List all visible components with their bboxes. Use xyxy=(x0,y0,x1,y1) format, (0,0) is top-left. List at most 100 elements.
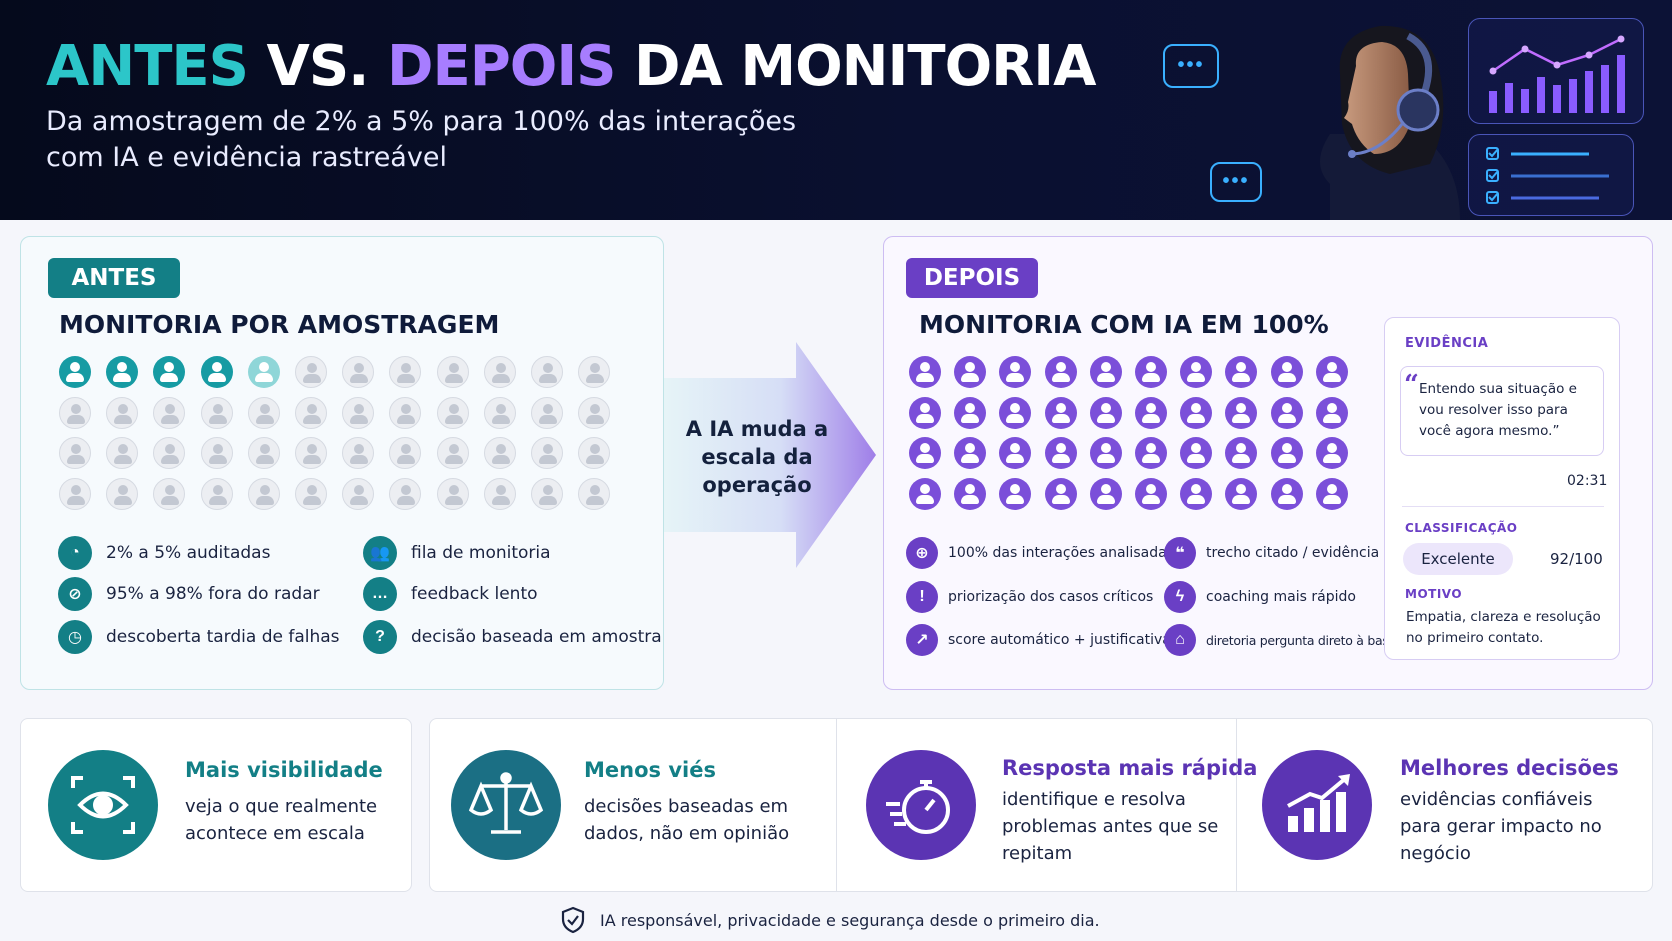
checklist-icon xyxy=(1468,134,1634,216)
title-rest: DA MONITORIA xyxy=(634,34,1096,99)
shield-check-icon xyxy=(561,906,585,934)
person-icon xyxy=(389,477,422,510)
depois-bullet: ! priorização dos casos críticos xyxy=(906,581,1153,613)
person-icon xyxy=(999,477,1032,510)
person-icon xyxy=(1044,356,1077,388)
bar-chart-icon xyxy=(1468,18,1644,124)
person-icon xyxy=(1270,477,1303,510)
depois-bullet-text: 100% das interações analisadas xyxy=(948,545,1174,561)
divider xyxy=(836,719,837,891)
target-icon: ⊕ xyxy=(906,537,938,569)
antes-bullet: 👥 fila de monitoria xyxy=(363,536,551,570)
bubble-dots: ••• xyxy=(1177,54,1205,76)
person-icon xyxy=(909,396,941,429)
headset-agent-illustration xyxy=(1320,25,1460,220)
antes-bullet-text: fila de monitoria xyxy=(411,543,551,563)
antes-bullet-text: decisão baseada em amostra xyxy=(411,627,662,647)
depois-bullet-text: priorização dos casos críticos xyxy=(948,589,1154,605)
person-icon xyxy=(909,477,941,510)
chat-icon: … xyxy=(363,577,397,611)
header-banner: ANTES VS. DEPOIS DA MONITORIA Da amostra… xyxy=(0,0,1672,220)
person-icon xyxy=(1135,396,1167,429)
person-icon xyxy=(106,396,139,429)
reason-label: MOTIVO xyxy=(1405,587,1463,601)
person-icon xyxy=(153,356,186,388)
divider xyxy=(1236,719,1237,891)
person-icon xyxy=(999,356,1032,388)
person-icon xyxy=(436,477,469,510)
trend-up-icon: ↗ xyxy=(906,624,938,656)
person-icon xyxy=(247,396,280,429)
antes-tag: ANTES xyxy=(48,258,180,298)
person-icon xyxy=(342,477,375,510)
clock-icon: ◷ xyxy=(58,620,92,654)
antes-title: MONITORIA POR AMOSTRAGEM xyxy=(59,310,500,339)
person-icon xyxy=(1180,437,1213,469)
person-icon xyxy=(483,477,516,510)
antes-bullet-text: descoberta tardia de falhas xyxy=(106,627,340,647)
transition-text: A IA muda a escala da operação xyxy=(685,417,829,497)
person-icon xyxy=(578,437,611,469)
person-icon xyxy=(1270,437,1303,469)
benefit-title: Menos viés xyxy=(584,758,716,782)
title-depois: DEPOIS xyxy=(386,34,617,99)
growth-chart-icon xyxy=(1262,750,1372,860)
person-icon xyxy=(1044,437,1077,469)
person-icon xyxy=(59,396,91,429)
evidence-timestamp: 02:31 xyxy=(1567,473,1608,489)
antes-bullet: ? decisão baseada em amostra xyxy=(363,620,662,654)
person-icon xyxy=(531,477,563,510)
person-icon xyxy=(153,477,186,510)
benefit-title: Melhores decisões xyxy=(1400,756,1619,780)
person-icon xyxy=(1180,356,1213,388)
warning-icon: ! xyxy=(906,581,938,613)
person-icon xyxy=(1270,396,1303,429)
depois-tag: DEPOIS xyxy=(906,258,1038,298)
person-icon xyxy=(578,356,611,388)
hidden-eye-icon: ⊘ xyxy=(58,577,92,611)
score-value: 92/100 xyxy=(1550,550,1603,568)
person-icon xyxy=(436,396,469,429)
benefit-title: Resposta mais rápida xyxy=(1002,756,1258,780)
bank-icon: ⌂ xyxy=(1164,624,1196,656)
person-icon xyxy=(153,396,186,429)
person-icon xyxy=(295,437,327,469)
person-icon xyxy=(247,437,280,469)
person-icon xyxy=(247,356,280,388)
footer: IA responsável, privacidade e segurança … xyxy=(560,906,1100,934)
person-icon xyxy=(389,396,422,429)
scales-icon xyxy=(451,750,561,860)
classification-badge: Excelente xyxy=(1403,543,1513,575)
person-icon xyxy=(295,477,327,510)
person-icon xyxy=(578,396,611,429)
depois-bullet-text: trecho citado / evidência xyxy=(1206,545,1380,561)
benefit-desc: veja o que realmente acontece em escala xyxy=(185,796,378,844)
person-icon xyxy=(200,477,233,510)
person-icon xyxy=(954,356,987,388)
person-icon xyxy=(59,437,91,469)
person-icon xyxy=(909,437,941,469)
depois-bullet: ϟ coaching mais rápido xyxy=(1164,581,1356,613)
benefit-desc: identifique e resolva problemas antes qu… xyxy=(1002,789,1219,864)
person-icon xyxy=(1135,437,1167,469)
person-icon xyxy=(1089,396,1122,429)
reason-text: Empatia, clareza e resolução no primeiro… xyxy=(1406,609,1601,646)
title-antes: ANTES xyxy=(46,34,249,99)
evidence-quote-box: “ Entendo sua situação e vou resolver is… xyxy=(1400,366,1604,456)
antes-bullet-text: 95% a 98% fora do radar xyxy=(106,584,320,604)
person-icon xyxy=(106,477,139,510)
person-icon xyxy=(59,356,91,388)
antes-bullet: … feedback lento xyxy=(363,577,538,611)
chat-bubble-icon: ••• xyxy=(1163,44,1219,88)
transition-arrow xyxy=(664,342,876,568)
person-icon xyxy=(954,477,987,510)
person-icon xyxy=(483,396,516,429)
antes-bullet-text: feedback lento xyxy=(411,584,538,604)
antes-bullet: ⊘ 95% a 98% fora do radar xyxy=(58,577,320,611)
stopwatch-icon xyxy=(866,750,976,860)
person-icon xyxy=(1180,396,1213,429)
person-icon xyxy=(1135,477,1167,510)
person-icon xyxy=(531,437,563,469)
footer-text: IA responsável, privacidade e segurança … xyxy=(600,910,1100,930)
person-icon xyxy=(436,356,469,388)
